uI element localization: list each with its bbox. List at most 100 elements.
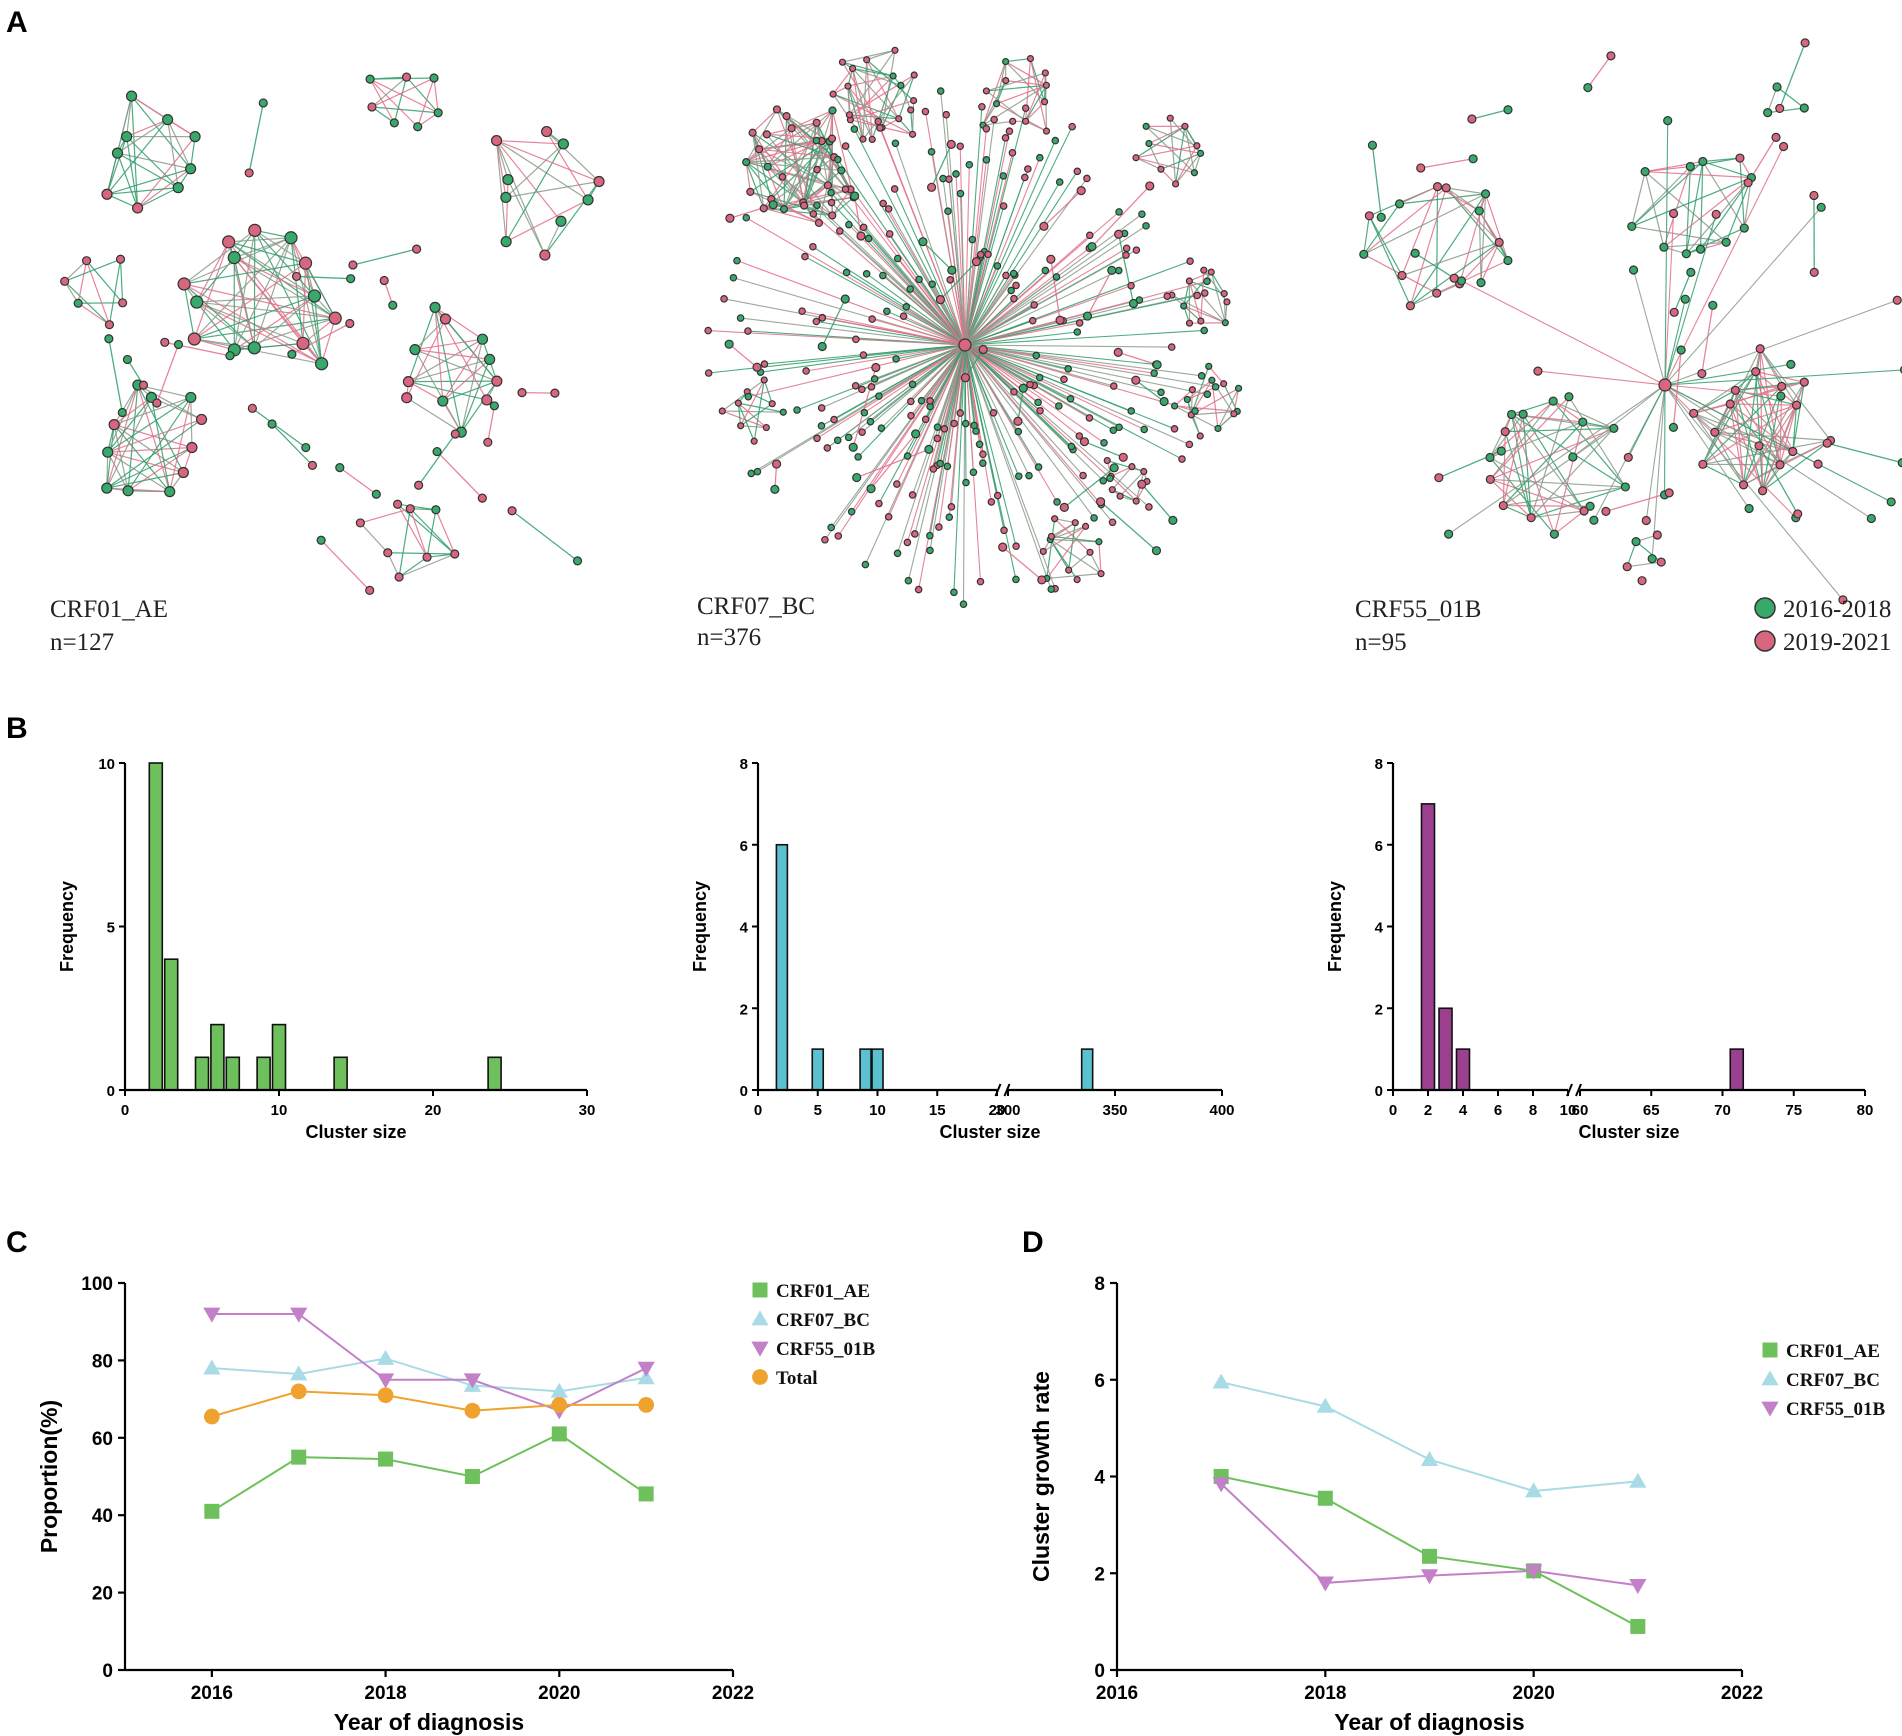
network-edge [406, 397, 462, 433]
network-edge [1735, 381, 1805, 391]
network-node [1009, 117, 1017, 125]
network-edge [196, 295, 315, 303]
data-point [638, 1397, 655, 1413]
network-node [754, 145, 764, 154]
network-edge [1779, 404, 1798, 465]
network-edge [881, 85, 902, 128]
network-node [1449, 273, 1459, 283]
network-node [1115, 208, 1123, 216]
network-edge [1644, 171, 1665, 248]
network-node [827, 188, 835, 197]
network-node [222, 235, 236, 249]
network-edge [964, 225, 1147, 346]
network-edge [1663, 177, 1752, 248]
network-node [1627, 221, 1637, 232]
network-node [744, 392, 753, 401]
network-node [1685, 161, 1695, 172]
network-edge [1664, 384, 1750, 509]
series-line [211, 1432, 647, 1513]
network-node [1710, 427, 1720, 437]
network-edge [821, 298, 846, 347]
network-edge [868, 238, 966, 346]
network-node [907, 411, 915, 420]
network-edge [1148, 143, 1162, 170]
network-node [987, 498, 996, 506]
network-node [884, 513, 893, 521]
network-node [845, 220, 853, 229]
x-tick-label: 70 [1714, 1102, 1731, 1119]
network-node [1026, 380, 1034, 389]
network-node [284, 231, 298, 245]
network-edge [1145, 125, 1198, 147]
network-node [187, 332, 201, 346]
network-edge [1755, 371, 1805, 383]
network-edge [1502, 427, 1615, 507]
network-node [1116, 492, 1124, 500]
network-edge [398, 553, 456, 578]
histogram-bar [871, 1048, 884, 1091]
network-edge [408, 338, 483, 383]
y-tick-label: 4 [1375, 920, 1384, 937]
network-edge [894, 143, 966, 346]
network-node [809, 210, 818, 218]
network-node [1188, 386, 1196, 394]
network-edge [752, 109, 778, 134]
x-tick-label: 0 [121, 1102, 129, 1119]
network-node [1167, 343, 1176, 351]
network-node [1115, 423, 1123, 432]
network-edge [847, 75, 894, 87]
network-edge [964, 344, 967, 483]
network-node [185, 163, 197, 175]
network-edge [1068, 551, 1091, 571]
network-node [950, 419, 958, 428]
network-edge [837, 159, 966, 346]
network-edge [964, 344, 1120, 428]
network-edge [409, 508, 428, 558]
data-point [1525, 1564, 1543, 1580]
network-edge [964, 344, 1156, 365]
network-edge [1183, 280, 1190, 307]
network-edge [745, 161, 785, 210]
network-edge [370, 77, 435, 80]
network-node [177, 277, 191, 291]
network-node [195, 413, 208, 426]
network-node [827, 523, 835, 532]
network-node [939, 174, 947, 183]
network-node [227, 250, 241, 265]
network-node [944, 207, 952, 216]
network-edge [1554, 510, 1585, 535]
network-node [969, 468, 978, 477]
network-edge [912, 344, 966, 496]
network-node [1394, 199, 1405, 209]
network-node [1669, 307, 1679, 317]
network-edge [964, 344, 1017, 547]
network-edge [108, 259, 122, 325]
network-node [864, 234, 873, 243]
network-edge [939, 344, 966, 464]
network-edge [137, 384, 184, 473]
network-node [875, 392, 883, 400]
network-node [841, 142, 850, 150]
network-node [1008, 149, 1017, 157]
network-node [1042, 81, 1050, 89]
network-edge [194, 338, 235, 351]
network-node [908, 491, 917, 499]
network-edge [321, 317, 336, 364]
network-edge [156, 344, 180, 404]
legend-label: CRF55_01B [1786, 1399, 1886, 1420]
network-edge [1119, 471, 1145, 497]
network-node [1079, 437, 1090, 447]
network-edge [1552, 400, 1615, 429]
network-node [1076, 186, 1086, 196]
network-node [1109, 463, 1119, 473]
network-node [402, 376, 415, 388]
network-node [1066, 394, 1075, 403]
network-edge [964, 344, 1056, 589]
network-node [753, 467, 762, 476]
network-node [962, 478, 970, 487]
data-point [1420, 1569, 1439, 1585]
network-node [1476, 278, 1486, 288]
network-edge [1005, 80, 1047, 86]
network-node [921, 107, 930, 116]
network-node [1036, 406, 1044, 415]
